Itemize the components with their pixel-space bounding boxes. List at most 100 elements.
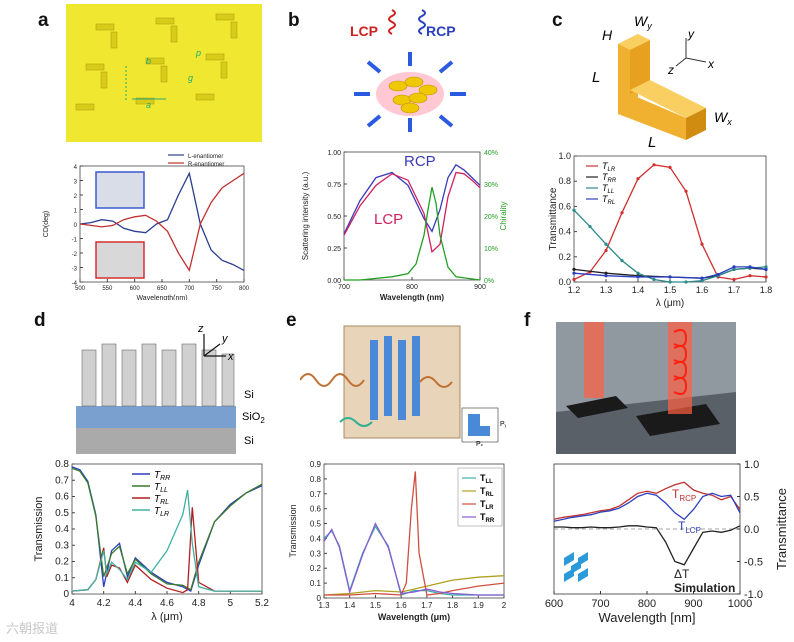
x-tick-label: 1.7 [421,601,433,610]
axis-y-label: y [687,27,695,41]
series-line-lcp [343,171,481,254]
axis-z-label: z [667,63,674,77]
x-tick-label: 1.3 [600,285,613,295]
x-tick-label: 700 [184,286,195,292]
panel-label-d: d [34,310,46,331]
schematic-label-H: H [602,27,613,43]
y-tick-label: 4 [74,165,78,171]
data-point [700,276,704,280]
x-tick-label: 1.2 [568,285,581,295]
panel-label-a: a [38,10,49,31]
data-point [636,271,640,275]
label-px: Pₓ [476,441,484,446]
x-tick-label: 5 [228,598,234,609]
series-line-lr [573,164,767,281]
rcp-wave-icon [418,9,426,35]
data-point [636,275,640,279]
x-tick-label: 750 [212,286,223,292]
panel-a-schematic: b p g a [66,4,262,142]
x-tick-label: 1.5 [370,601,382,610]
data-point [700,279,704,283]
plot-frame [343,151,481,281]
y-tick-label: 0.75 [327,182,341,189]
data-point [716,272,720,277]
schematic-si-bottom: Si [244,435,254,447]
x-tick-label: 1.4 [632,285,645,295]
tlcp-annotation: TLCP [678,519,701,535]
legend-label: TLL [154,482,168,494]
x-tick-label: 700 [338,284,350,291]
legend-label: TLL [480,473,493,485]
x-tick-label: 1.3 [318,601,330,610]
y-tick-label: -1 [72,238,78,244]
x-tick-label: 1.5 [664,285,677,295]
schematic-label-a: a [146,100,151,110]
schematic-si-top: Si [244,389,254,401]
y2-tick-label: 0% [484,278,494,285]
label-py: Pᵧ [500,421,506,428]
y2-tick-label: 10% [484,246,498,253]
series-line-chirality [344,187,481,281]
y-tick-label: 2 [74,194,78,200]
data-point [668,275,672,279]
watermark: 六朝报道 [6,622,59,637]
y-tick-label: -4 [72,281,78,287]
y-tick-label: 0 [74,223,78,229]
legend-label: TRL [154,494,169,506]
y-tick-label: 3 [74,180,78,186]
data-point [764,265,768,269]
y-tick-label: -2 [72,252,78,258]
y-tick-label: 0 [63,589,69,600]
y2-tick-label: 20% [484,214,498,221]
data-point [604,242,608,246]
panel-b-chart: 700 800 900 1.00 0.75 0.50 0.25 0.00 Wavelength … [301,150,508,302]
lcp-top-label: LCP [350,23,378,39]
y-tick-label: 0.00 [327,278,341,285]
y-axis-label: CD(deg) [43,211,50,237]
y-tick-label: 0.8 [558,176,571,186]
y-tick-label: 1.00 [327,150,341,157]
y-tick-label: 0 [317,594,322,603]
y-tick-label: 0.2 [558,252,571,262]
series-line-lr [324,471,505,596]
x-tick-label: 1.8 [760,285,773,295]
x-tick-label: 600 [545,598,563,610]
series-line-t [554,525,741,566]
schematic-label-Wx: Wx [714,109,732,127]
data-point [572,271,576,275]
wave-icon [339,417,373,427]
x-tick-label: 4.4 [128,598,142,609]
panel-e-chart: 1.3 1.4 1.5 1.6 1.7 1.8 1.9 2 0.9 0.8 0.7 0.6 0.5 0.4… [288,460,507,622]
rcp-top-label: RCP [426,23,456,39]
y-tick-label: 0.4 [558,227,571,237]
data-point [668,280,672,284]
y-tick-label: 0.5 [55,508,69,519]
x-tick-label: 1.6 [696,285,709,295]
y-tick-label: 0.25 [327,246,341,253]
panel-d-schematic: Si SiO2 Si z y x [76,323,265,454]
series-line-rr [323,522,504,596]
axes-icon [675,38,707,67]
x-tick-label: 800 [638,598,656,610]
legend-label: TLL [602,183,614,195]
series-line-trcp [553,481,741,520]
data-point [652,163,656,167]
x-tick-label: 5.2 [255,598,269,609]
schematic-label-p: p [195,48,201,58]
data-point [604,271,608,275]
inset-l-array [95,171,145,209]
x-axis-label: Wavelength (μm) [378,612,450,622]
schematic-label-Wy: Wy [634,13,652,31]
legend-label: TLR [480,499,494,511]
y-tick-label: -3 [72,267,78,273]
data-point [748,265,752,269]
plot-frame [71,463,263,595]
x-axis-label: Wavelength [nm] [598,610,695,625]
x-tick-label: 800 [239,286,250,292]
y-tick-label: 0.8 [55,459,69,470]
schematic-label-b: b [146,56,151,66]
data-point [620,258,624,263]
x-tick-label: 600 [130,286,141,292]
y-tick-label: 0.8 [310,475,322,484]
panel-label-f: f [524,310,531,331]
